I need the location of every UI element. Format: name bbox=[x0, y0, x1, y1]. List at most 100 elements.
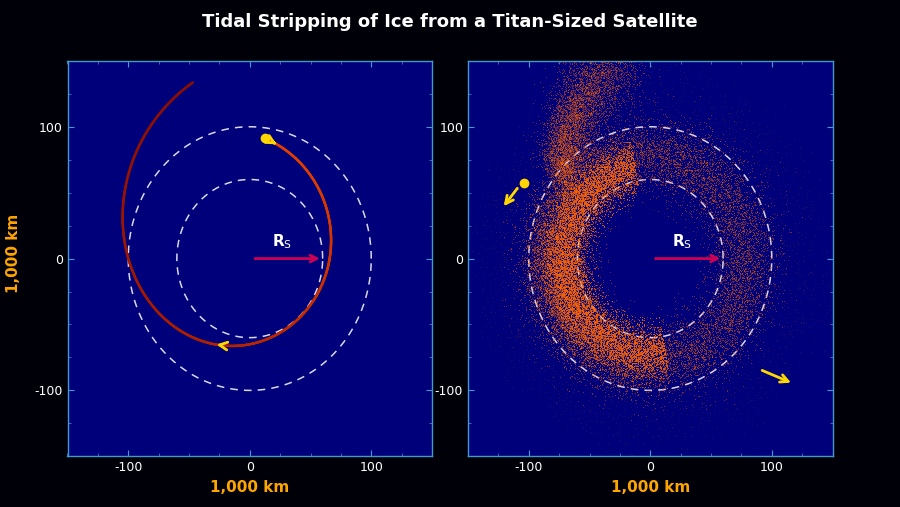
Point bbox=[727, 328, 742, 336]
Point bbox=[521, 280, 535, 288]
Point bbox=[737, 262, 751, 270]
Point bbox=[589, 77, 603, 85]
Point bbox=[583, 369, 598, 377]
Point bbox=[581, 338, 596, 346]
Point bbox=[560, 287, 574, 296]
Point bbox=[551, 211, 565, 220]
Point bbox=[538, 155, 553, 163]
Point bbox=[576, 341, 590, 349]
Point bbox=[608, 338, 623, 346]
Point bbox=[541, 280, 555, 288]
Point bbox=[544, 222, 558, 230]
Point bbox=[566, 288, 580, 297]
Point bbox=[670, 165, 685, 173]
Point bbox=[583, 313, 598, 321]
Point bbox=[599, 155, 614, 163]
Point bbox=[654, 351, 669, 359]
Point bbox=[649, 347, 663, 355]
Point bbox=[536, 147, 551, 155]
Point bbox=[560, 286, 574, 294]
Point bbox=[564, 218, 579, 226]
Point bbox=[644, 359, 659, 368]
Point bbox=[518, 193, 533, 201]
Point bbox=[725, 271, 740, 279]
Point bbox=[654, 339, 669, 347]
Point bbox=[564, 224, 579, 232]
Point bbox=[591, 184, 606, 192]
Point bbox=[571, 160, 585, 168]
Point bbox=[634, 383, 649, 391]
Point bbox=[588, 73, 602, 81]
Point bbox=[598, 367, 613, 375]
Point bbox=[630, 374, 644, 382]
Point bbox=[644, 343, 658, 351]
Point bbox=[543, 288, 557, 296]
Point bbox=[561, 342, 575, 350]
Point bbox=[634, 350, 649, 358]
Point bbox=[591, 197, 606, 205]
Point bbox=[572, 189, 586, 197]
Point bbox=[608, 340, 622, 348]
Point bbox=[709, 238, 724, 246]
Point bbox=[562, 181, 577, 189]
Point bbox=[585, 310, 599, 318]
Point bbox=[633, 318, 647, 327]
Point bbox=[625, 347, 639, 355]
Point bbox=[622, 360, 636, 369]
Point bbox=[534, 230, 548, 238]
Point bbox=[629, 149, 643, 157]
Point bbox=[683, 337, 698, 345]
Point bbox=[582, 314, 597, 322]
Point bbox=[568, 201, 582, 209]
Point bbox=[560, 268, 574, 276]
Point bbox=[577, 122, 591, 130]
Point bbox=[587, 112, 601, 120]
Point bbox=[605, 82, 619, 90]
Point bbox=[578, 189, 592, 197]
Point bbox=[580, 308, 595, 316]
Point bbox=[556, 223, 571, 231]
Point bbox=[648, 368, 662, 376]
Point bbox=[561, 86, 575, 94]
Point bbox=[565, 274, 580, 282]
Point bbox=[563, 220, 578, 228]
Point bbox=[553, 106, 567, 114]
Point bbox=[554, 185, 569, 193]
Point bbox=[618, 160, 633, 168]
Point bbox=[552, 261, 566, 269]
Point bbox=[605, 361, 619, 370]
Point bbox=[567, 159, 581, 167]
Point bbox=[702, 194, 716, 202]
Point bbox=[557, 160, 572, 168]
Point bbox=[570, 297, 584, 305]
Point bbox=[572, 317, 586, 325]
Point bbox=[613, 100, 627, 108]
Point bbox=[555, 277, 570, 285]
Point bbox=[560, 236, 574, 244]
Point bbox=[679, 381, 693, 389]
Point bbox=[572, 162, 587, 170]
Point bbox=[624, 144, 638, 153]
Point bbox=[551, 225, 565, 233]
Point bbox=[595, 168, 609, 176]
Point bbox=[734, 321, 749, 330]
Point bbox=[551, 284, 565, 293]
Point bbox=[614, 168, 628, 176]
Point bbox=[712, 192, 726, 200]
Point bbox=[558, 141, 572, 149]
Point bbox=[651, 365, 665, 373]
Point bbox=[655, 344, 670, 352]
Point bbox=[549, 281, 563, 289]
Point bbox=[557, 293, 572, 301]
Point bbox=[746, 275, 760, 283]
Point bbox=[561, 298, 575, 306]
Point bbox=[558, 167, 572, 175]
Point bbox=[554, 232, 568, 240]
Point bbox=[544, 242, 558, 250]
Point bbox=[605, 305, 619, 313]
Point bbox=[707, 348, 722, 356]
Point bbox=[580, 187, 595, 195]
Point bbox=[584, 71, 598, 80]
Point bbox=[588, 161, 602, 169]
Point bbox=[659, 321, 673, 330]
